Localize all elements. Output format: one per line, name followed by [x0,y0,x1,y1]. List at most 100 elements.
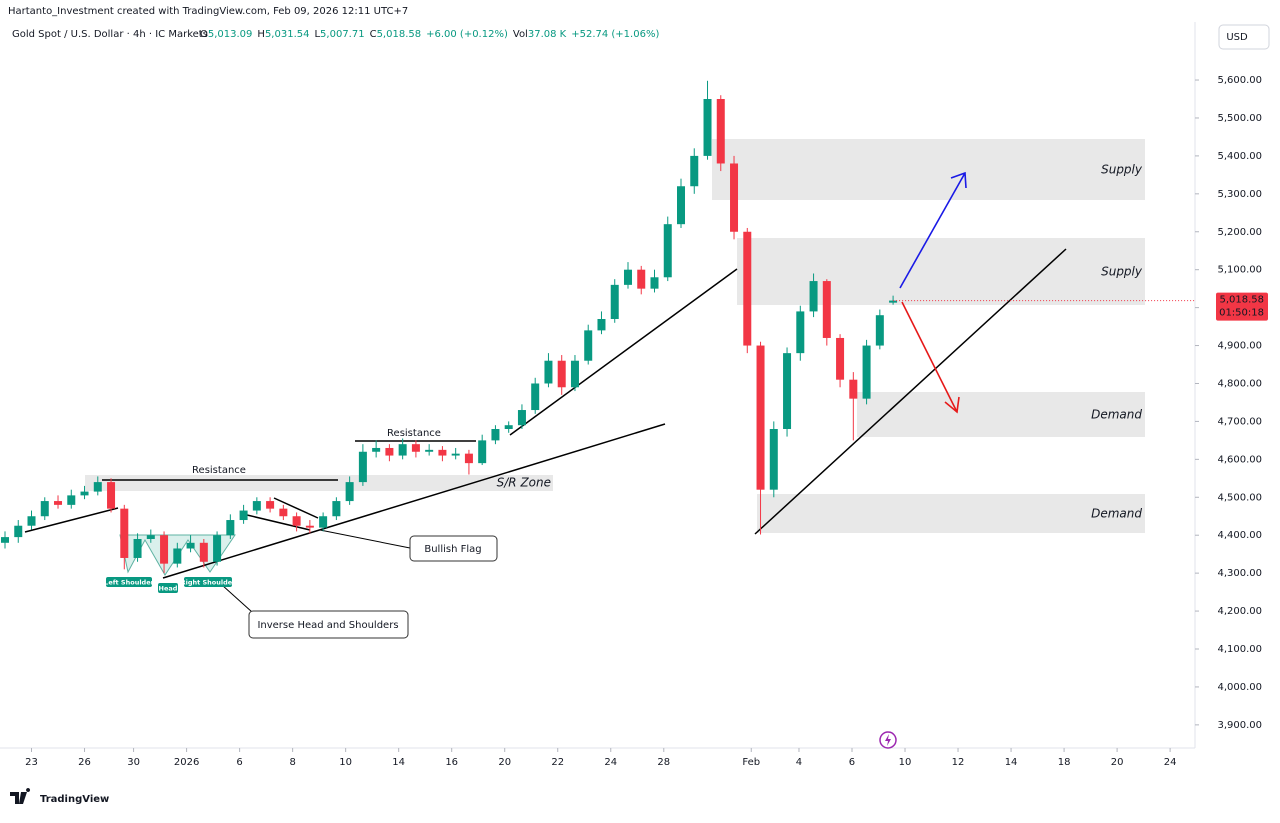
resistance-label: Resistance [387,428,441,439]
y-tick-label: 5,600.00 [1217,75,1262,86]
candle-body [889,300,898,303]
supply-zone [712,139,1145,200]
pattern-tag [158,583,178,593]
candle-body [160,535,169,564]
x-tick-label: 12 [952,757,965,768]
quote-field: +52.74 (+1.06%) [571,29,659,40]
candle-body [40,501,49,517]
candle-body [80,491,89,496]
callout-line [319,529,411,549]
candle-body [93,482,102,492]
y-tick-label: 4,900.00 [1217,341,1262,352]
zone-label: Supply [1101,163,1143,177]
trend-line [754,248,1067,535]
candle-body [663,224,672,278]
candle-body [690,155,699,187]
pattern-tag-text: Head [159,585,178,593]
x-tick-label: 30 [127,757,140,768]
y-tick-label: 4,100.00 [1217,644,1262,655]
candle-body [584,330,593,361]
currency[interactable]: USD [1226,32,1248,43]
candle-body [398,444,407,456]
candle-body [610,284,619,319]
currency-button[interactable] [1218,24,1270,50]
x-tick-label: 10 [899,757,912,768]
candle-body [531,383,540,411]
footer-brand: TradingView [40,794,109,805]
candle-body [637,269,646,289]
candle-body [133,539,142,558]
zone-label: Demand [1091,408,1142,422]
last-price-label: 5,018.58 [1219,295,1264,306]
callout-box [409,535,498,562]
resistance-label: Resistance [192,465,246,476]
quote-field: 37.08 K [528,29,567,40]
attribution: Hartanto_Investment created with Trading… [8,6,408,17]
y-tick-label: 4,300.00 [1217,568,1262,579]
candle-body [292,516,301,526]
candle-body [836,337,845,380]
drawings: Supply Supply Demand Demand S/R Zone Res… [24,139,1145,749]
candle-body [783,353,792,429]
y-tick-label: 5,100.00 [1217,265,1262,276]
callout-text: Bullish Flag [424,544,481,555]
quote-field: H [257,29,265,40]
candle-body [14,525,23,538]
candle-body [796,311,805,354]
candle-body [809,281,818,312]
x-tick-label: 23 [25,757,38,768]
events-icon-bolt [885,734,891,746]
quote-field: 5,013.09 [208,29,253,40]
logo: TradingView [10,788,109,805]
quote-field: Vol [513,29,528,40]
y-tick-label: 4,700.00 [1217,416,1262,427]
x-tick-label: 20 [1111,757,1124,768]
candle-body [504,425,513,429]
candle-body [849,379,858,399]
candle-body [597,319,606,331]
x-tick-label: 22 [551,757,564,768]
quote-field: +6.00 (+0.12%) [426,29,508,40]
candle-body [517,410,526,426]
x-tick-label: 2026 [174,757,199,768]
candle-body [54,501,63,505]
candle-body [544,360,553,384]
candle-body [478,440,487,464]
x-tick-label: 10 [339,757,352,768]
candle-body [557,360,566,388]
candle-body [345,482,354,502]
candle-body [730,163,739,232]
quote-text: O5,013.09 H5,031.54 L5,007.71 C5,018.58 +6.0… [200,29,659,40]
candle-body [305,525,314,528]
candle-body [411,444,420,452]
candle-body [438,449,447,456]
candle-body [716,99,725,164]
quote-field: 5,031.54 [265,29,310,40]
candle-body [570,360,579,388]
arrow-head [950,171,967,189]
countdown: 01:50:18 [1219,308,1264,319]
events-icon[interactable] [879,731,897,749]
arrow-head [944,396,960,414]
y-tick-label: 4,500.00 [1217,492,1262,503]
zone-label: Demand [1091,507,1142,521]
x-tick-label: 16 [445,757,458,768]
y-tick-label: 4,200.00 [1217,606,1262,617]
candle-body [425,449,434,452]
candle-body [332,501,341,517]
candle-body [451,453,460,456]
pattern-tag-text: Left Shoulder [104,579,154,587]
candle-body [213,535,222,562]
callout-box [248,610,409,639]
candle-body [27,516,36,526]
x-tick-label: 26 [78,757,91,768]
quote-bar: O5,013.09 H5,031.54 L5,007.71 C5,018.58 +6.0… [200,29,659,40]
candle-body [67,495,76,505]
candle-body [199,542,208,562]
candle-body [862,345,871,399]
pattern-tag-text: Right Shoulder [181,579,237,587]
trend-line [24,507,119,533]
candle-body [173,548,182,564]
y-tick-label: 3,900.00 [1217,720,1262,731]
candle-body [756,345,765,490]
